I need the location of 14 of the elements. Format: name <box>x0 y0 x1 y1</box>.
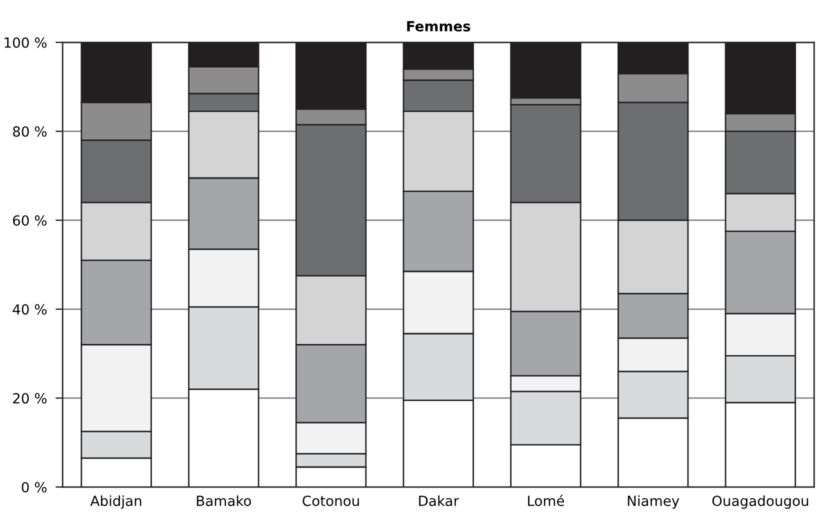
y-tick-label: 20 % <box>13 393 47 404</box>
x-tick-label: Niamey <box>628 495 680 509</box>
x-tick-label: Bamako <box>196 495 251 506</box>
y-tick-label: 40 % <box>12 304 47 315</box>
y-tick-label: 60 % <box>13 215 47 226</box>
y-tick-label: 80 % <box>13 126 47 137</box>
x-tick-label: Abidjan <box>90 495 142 509</box>
x-tick-label: Ouagadougou <box>712 495 808 509</box>
x-tick-label: Dakar <box>419 495 459 506</box>
x-tick-label: Cotonou <box>302 496 359 506</box>
chart-title: Femmes <box>407 21 470 32</box>
y-tick-label: 0 % <box>22 482 47 492</box>
y-tick-label: 100 % <box>4 37 47 48</box>
x-tick-label: Lomé <box>528 494 564 506</box>
